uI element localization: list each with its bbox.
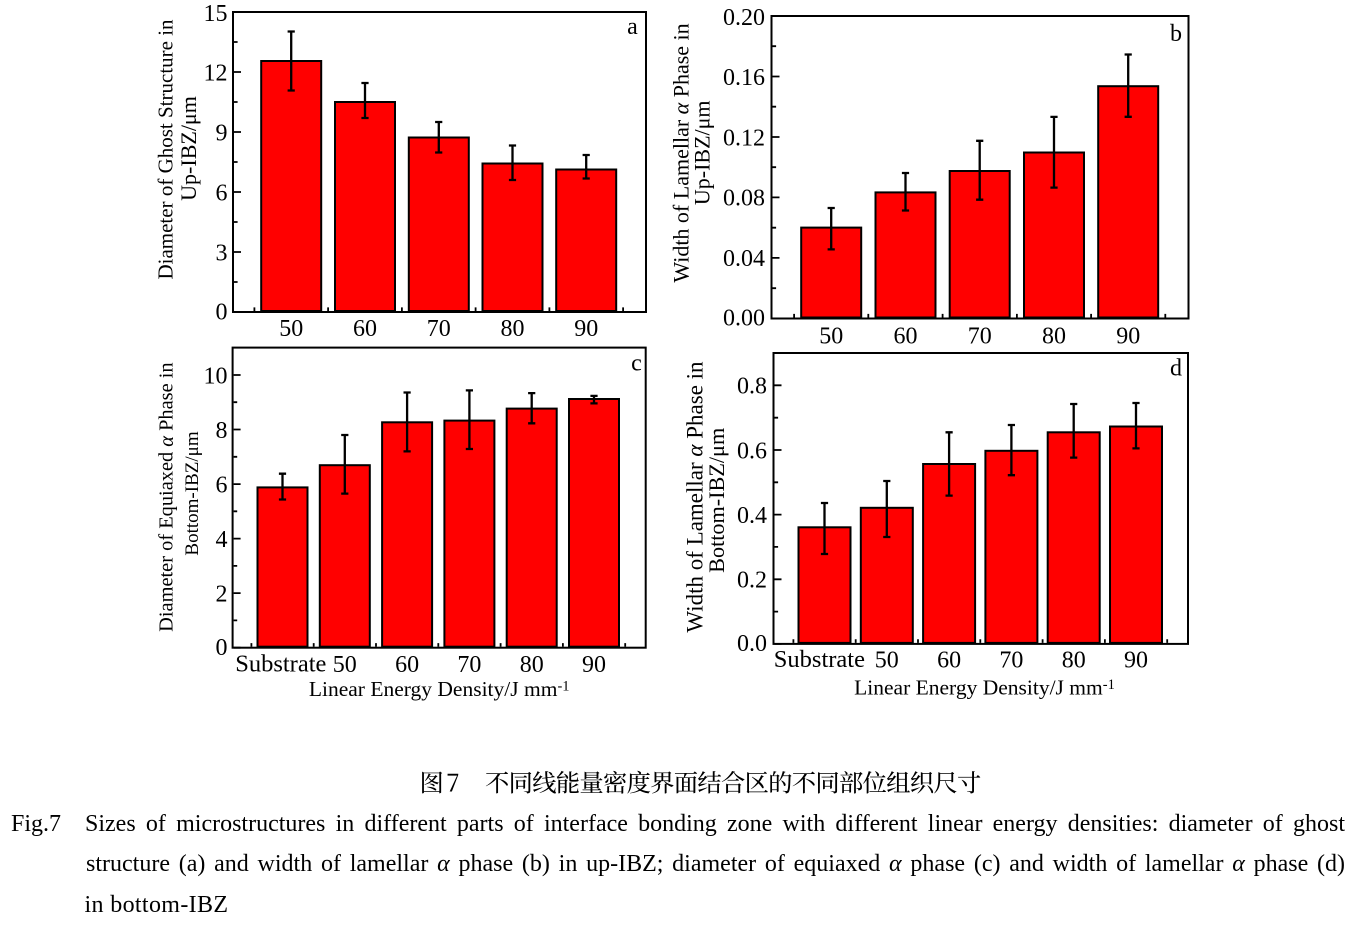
svg-text:Diameter of Equiaxed α Phase i: Diameter of Equiaxed α Phase in [156,362,178,631]
svg-text:10: 10 [204,363,228,389]
svg-text:0.00: 0.00 [723,306,765,332]
svg-text:60: 60 [395,652,419,678]
svg-text:90: 90 [574,316,598,342]
svg-text:9: 9 [216,120,228,146]
svg-text:70: 70 [999,648,1023,674]
svg-text:12: 12 [204,60,228,86]
svg-text:90: 90 [582,652,606,678]
svg-text:50: 50 [279,316,303,342]
svg-text:Bottom-IBZ/μm: Bottom-IBZ/μm [704,428,729,573]
svg-text:0.04: 0.04 [723,246,765,272]
svg-text:0.16: 0.16 [723,65,765,91]
svg-text:70: 70 [427,316,451,342]
svg-text:0: 0 [216,635,228,661]
svg-text:c: c [631,350,642,376]
svg-text:60: 60 [894,323,918,349]
svg-text:90: 90 [1124,648,1148,674]
svg-text:Diameter of Ghost Structure in: Diameter of Ghost Structure in [154,19,178,280]
svg-text:d: d [1170,356,1182,382]
svg-text:0.4: 0.4 [737,503,767,529]
svg-text:b: b [1170,21,1182,47]
svg-text:2: 2 [216,581,228,607]
svg-text:15: 15 [204,1,228,27]
svg-text:a: a [627,14,638,40]
svg-text:80: 80 [1042,323,1066,349]
svg-text:Linear Energy Density/J mm-1: Linear Energy Density/J mm-1 [309,677,570,701]
svg-text:50: 50 [875,648,899,674]
svg-text:70: 70 [457,652,481,678]
svg-text:Substrate: Substrate [235,650,326,677]
svg-text:80: 80 [1062,648,1086,674]
svg-text:60: 60 [937,648,961,674]
svg-text:Width of Lamellar α Phase in: Width of Lamellar α Phase in [683,361,708,633]
svg-text:50: 50 [819,323,843,349]
svg-text:3: 3 [216,240,228,266]
svg-text:Bottom-IBZ/μm: Bottom-IBZ/μm [182,431,203,555]
svg-text:Up-IBZ/μm: Up-IBZ/μm [689,100,714,205]
svg-text:Width of Lamellar α Phase in: Width of Lamellar α Phase in [669,23,694,282]
svg-text:4: 4 [216,527,228,553]
svg-text:Linear Energy Density/J mm-1: Linear Energy Density/J mm-1 [854,675,1115,699]
svg-text:60: 60 [353,316,377,342]
svg-text:90: 90 [1116,323,1140,349]
svg-text:0: 0 [216,299,228,325]
svg-text:6: 6 [216,472,228,498]
svg-text:Substrate: Substrate [774,646,865,673]
svg-text:80: 80 [501,316,525,342]
svg-text:70: 70 [968,323,992,349]
svg-text:0.12: 0.12 [723,125,765,151]
svg-text:6: 6 [216,180,228,206]
svg-text:0.6: 0.6 [737,438,767,464]
svg-text:0.2: 0.2 [737,568,767,594]
svg-text:0.08: 0.08 [723,186,765,212]
svg-text:Up-IBZ/μm: Up-IBZ/μm [176,96,201,201]
svg-text:0.8: 0.8 [737,374,767,400]
svg-text:0.20: 0.20 [723,5,765,31]
svg-text:50: 50 [333,652,357,678]
svg-text:8: 8 [216,418,228,444]
svg-text:80: 80 [520,652,544,678]
svg-text:0.0: 0.0 [737,631,767,657]
